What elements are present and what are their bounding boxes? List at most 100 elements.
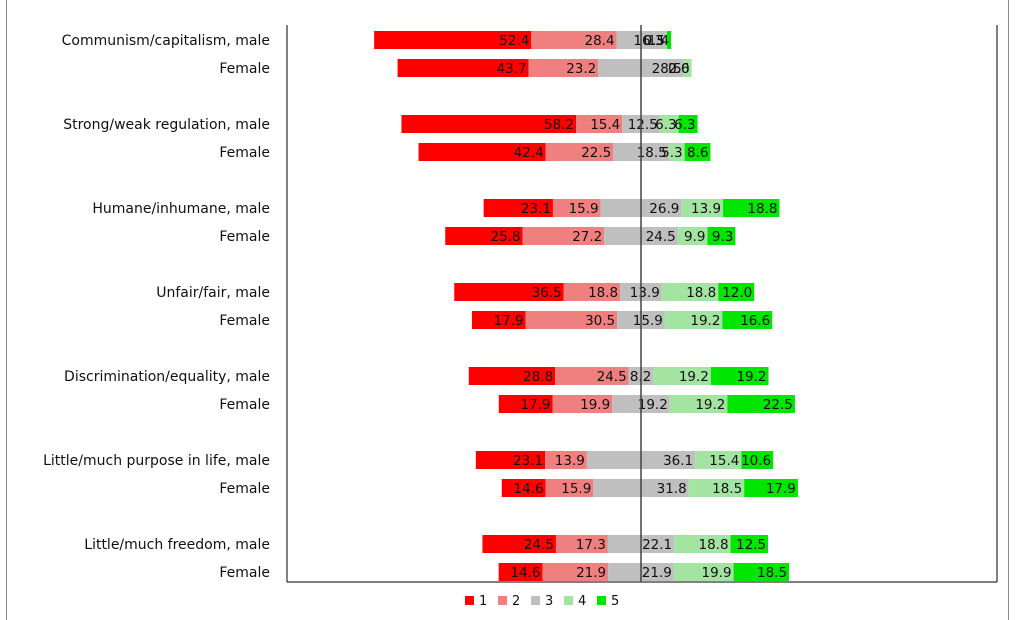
category-label: Discrimination/equality, male bbox=[64, 369, 270, 385]
legend-label-3: 3 bbox=[545, 594, 553, 609]
bar-segment-1 bbox=[401, 115, 577, 133]
category-label: Female bbox=[219, 61, 270, 77]
category-label: Female bbox=[219, 229, 270, 245]
data-label-3: 21.9 bbox=[642, 565, 672, 581]
data-label-5: 19.2 bbox=[736, 369, 766, 385]
data-label-3: 13.9 bbox=[630, 285, 660, 301]
bar-segment-5 bbox=[741, 451, 774, 469]
data-label-2: 15.4 bbox=[590, 117, 620, 133]
data-label-5: 18.8 bbox=[747, 201, 777, 217]
data-label-1: 24.5 bbox=[524, 537, 554, 553]
bar-segment-1 bbox=[454, 283, 564, 301]
data-label-1: 23.1 bbox=[513, 453, 543, 469]
data-label-1: 58.2 bbox=[544, 117, 574, 133]
data-label-1: 17.9 bbox=[494, 313, 524, 329]
bar-segment-4 bbox=[668, 143, 685, 161]
bar-segment-1 bbox=[475, 451, 546, 469]
data-label-1: 17.9 bbox=[520, 397, 550, 413]
data-label-2: 15.9 bbox=[569, 201, 599, 217]
data-label-2: 15.9 bbox=[561, 481, 591, 497]
category-label: Female bbox=[219, 145, 270, 161]
category-label: Strong/weak regulation, male bbox=[63, 117, 270, 133]
legend-label-1: 1 bbox=[479, 594, 487, 609]
data-label-2: 24.5 bbox=[597, 369, 627, 385]
bar-segment-1 bbox=[468, 367, 556, 385]
data-label-2: 27.2 bbox=[572, 229, 602, 245]
bar-segment-2 bbox=[545, 143, 614, 161]
bar-segment-4 bbox=[683, 59, 692, 77]
legend: 1 2 3 4 5 bbox=[465, 594, 619, 609]
data-label-3: 18.5 bbox=[637, 145, 667, 161]
bar-segment-4 bbox=[669, 395, 728, 413]
data-label-3: 26.9 bbox=[649, 201, 679, 217]
bar-segment-1 bbox=[501, 479, 546, 497]
category-label: Female bbox=[219, 481, 270, 497]
chart-frame bbox=[6, 0, 1009, 620]
bar-segment-2 bbox=[545, 451, 587, 469]
data-label-4: 18.8 bbox=[686, 285, 716, 301]
data-label-4: 19.9 bbox=[701, 565, 731, 581]
bar-segment-2 bbox=[563, 283, 621, 301]
data-label-3: 28.5 bbox=[652, 61, 682, 77]
data-label-3: 31.8 bbox=[657, 481, 687, 497]
legend-swatch-5 bbox=[597, 596, 606, 605]
bar-segment-5 bbox=[730, 535, 769, 553]
data-label-5: 0.0 bbox=[668, 61, 689, 77]
data-label-3: 19.2 bbox=[638, 397, 668, 413]
data-label-2: 28.4 bbox=[584, 33, 614, 49]
bar-segment-2 bbox=[525, 311, 618, 329]
bar-segment-4 bbox=[688, 479, 745, 497]
data-label-3: 36.1 bbox=[663, 453, 693, 469]
category-label: Female bbox=[219, 397, 270, 413]
data-label-2: 21.9 bbox=[576, 565, 606, 581]
bar-segment-4 bbox=[661, 283, 719, 301]
bars-layer: 52.4 28.4 16.30.51.443.7 23.2 28.52.60.058.2… bbox=[286, 25, 998, 583]
data-label-2: 19.9 bbox=[580, 397, 610, 413]
bar-segment-5 bbox=[707, 227, 736, 245]
legend-label-5: 5 bbox=[611, 594, 619, 609]
bar-segment-1 bbox=[498, 563, 543, 581]
data-label-3: 12.5 bbox=[628, 117, 658, 133]
data-label-4: 0.5 bbox=[643, 33, 664, 49]
bar-segment-4 bbox=[659, 115, 679, 133]
legend-swatch-3 bbox=[531, 596, 540, 605]
bar-segment-5 bbox=[733, 563, 790, 581]
data-label-1: 23.1 bbox=[521, 201, 551, 217]
data-label-3: 15.9 bbox=[633, 313, 663, 329]
bar-segment-4 bbox=[695, 451, 742, 469]
bar-segment-1 bbox=[374, 31, 532, 49]
data-label-1: 14.6 bbox=[514, 481, 544, 497]
bar-segment-5 bbox=[727, 395, 795, 413]
data-label-5: 9.3 bbox=[712, 229, 733, 245]
bar-segment-2 bbox=[555, 367, 629, 385]
data-label-2: 22.5 bbox=[581, 145, 611, 161]
data-label-4: 19.2 bbox=[690, 313, 720, 329]
data-label-5: 17.9 bbox=[766, 481, 796, 497]
legend-swatch-1 bbox=[465, 596, 474, 605]
bar-segment-4 bbox=[677, 227, 708, 245]
data-label-1: 14.6 bbox=[510, 565, 540, 581]
bar-segment-1 bbox=[445, 227, 523, 245]
category-label: Little/much purpose in life, male bbox=[43, 453, 270, 469]
bar-segment-5 bbox=[710, 367, 769, 385]
data-label-2: 18.8 bbox=[588, 285, 618, 301]
category-label: Humane/inhumane, male bbox=[92, 201, 270, 217]
data-label-1: 28.8 bbox=[523, 369, 553, 385]
legend-swatch-4 bbox=[564, 596, 573, 605]
bar-segment-5 bbox=[718, 283, 755, 301]
data-label-4: 18.5 bbox=[712, 481, 742, 497]
bar-segment-2 bbox=[531, 31, 617, 49]
category-labels-layer: Communism/capitalism, male Female Strong/w… bbox=[43, 33, 270, 581]
data-label-2: 13.9 bbox=[555, 453, 585, 469]
bar-segment-4 bbox=[673, 563, 734, 581]
category-label: Female bbox=[219, 565, 270, 581]
data-label-4: 19.2 bbox=[695, 397, 725, 413]
data-label-5: 18.5 bbox=[757, 565, 787, 581]
bar-segment-1 bbox=[397, 59, 529, 77]
bar-segment-5 bbox=[722, 311, 773, 329]
data-label-4: 18.8 bbox=[698, 537, 728, 553]
data-label-5: 12.0 bbox=[722, 285, 752, 301]
bar-segment-2 bbox=[528, 59, 599, 77]
bar-segment-2 bbox=[522, 227, 605, 245]
